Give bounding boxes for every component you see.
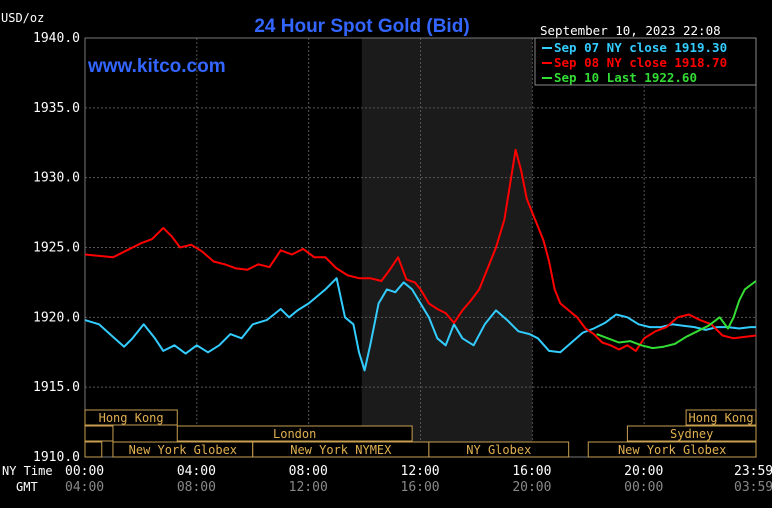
market-session-bar	[587, 441, 757, 458]
x-tick-label-gmt: 20:00	[512, 480, 551, 495]
y-tick-label: 1915.0	[33, 380, 80, 395]
y-tick-label: 1935.0	[33, 101, 80, 116]
x-tick-label-gmt: 03:59	[734, 480, 772, 495]
legend-entry-sep10: Sep 10 Last 1922.60	[554, 70, 697, 85]
market-session-label: New York NYMEX	[290, 443, 392, 457]
legend-box	[534, 37, 757, 86]
legend-entry-sep07: Sep 07 NY close 1919.30	[554, 40, 727, 55]
y-tick-label: 1910.0	[33, 450, 80, 465]
market-session-bar	[84, 441, 103, 458]
market-session-label: New York Globex	[618, 443, 726, 457]
x-tick-label-ny: 16:00	[512, 464, 551, 479]
x-tick-label-gmt: 00:00	[624, 480, 663, 495]
market-session-label: London	[273, 427, 316, 441]
gmt-axis-label: GMT	[16, 480, 38, 494]
market-session-label: Hong Kong	[689, 411, 754, 425]
x-tick-label-gmt: 16:00	[401, 480, 440, 495]
x-tick-label-ny: 23:59	[734, 464, 772, 479]
legend: September 10, 2023 22:08 Sep 07 NY close…	[534, 23, 757, 86]
market-session-bar	[84, 425, 114, 442]
x-tick-label-gmt: 04:00	[65, 480, 104, 495]
market-session-label: Hong Kong	[99, 411, 164, 425]
x-tick-label-ny: 20:00	[624, 464, 663, 479]
y-tick-label: 1920.0	[33, 310, 80, 325]
market-session-bar	[626, 425, 757, 442]
chart-title: 24 Hour Spot Gold (Bid)	[254, 16, 469, 37]
x-tick-label-ny: 12:00	[401, 464, 440, 479]
market-session-bar	[84, 409, 178, 426]
x-tick-label-ny: 00:00	[65, 464, 104, 479]
legend-entry-sep08: Sep 08 NY close 1918.70	[554, 55, 727, 70]
y-tick-label: 1930.0	[33, 171, 80, 186]
market-session-label: Sydney	[670, 427, 713, 441]
y-tick-label: 1940.0	[33, 31, 80, 46]
x-tick-label-gmt: 08:00	[177, 480, 216, 495]
market-session-label: NY Globex	[466, 443, 531, 457]
series-line-1	[84, 148, 757, 352]
market-session-bar	[685, 409, 757, 426]
series-line-0	[84, 277, 756, 372]
chart-timestamp: September 10, 2023 22:08	[540, 23, 721, 38]
x-tick-label-ny: 08:00	[289, 464, 328, 479]
market-session-label: New York Globex	[129, 443, 237, 457]
series-line-2	[596, 280, 757, 350]
x-tick-label-ny: 04:00	[177, 464, 216, 479]
market-session-bar	[176, 425, 413, 442]
y-tick-label: 1925.0	[33, 241, 80, 256]
kitco-watermark: www.kitco.com	[87, 56, 226, 77]
ny-time-axis-label: NY Time	[2, 464, 53, 478]
y-axis-unit-label: USD/oz	[1, 11, 44, 25]
x-tick-label-gmt: 12:00	[289, 480, 328, 495]
market-session-bar	[428, 441, 570, 458]
